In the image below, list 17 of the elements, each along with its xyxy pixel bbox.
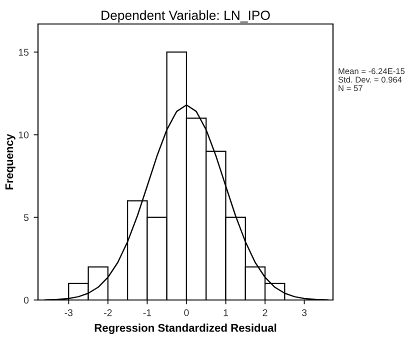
x-tick-label: -1: [143, 309, 152, 316]
x-axis-title: Regression Standardized Residual: [94, 324, 276, 334]
y-tick-label: 0: [24, 296, 29, 304]
y-tick-label: 10: [18, 131, 29, 138]
x-tick-label: -3: [64, 309, 73, 316]
x-tick-label: -2: [104, 309, 112, 316]
text: Mean = -6.24E-15: [338, 68, 405, 74]
x-tick-label: 2: [262, 309, 268, 316]
y-tick-label: 15: [18, 48, 29, 56]
x-tick-label: 3: [302, 309, 307, 316]
chart-title: Dependent Variable: LN_IPO: [102, 10, 270, 23]
text: N = 57: [338, 85, 362, 92]
y-axis-title: Frequency: [5, 134, 16, 190]
y-tick-label: 5: [24, 214, 29, 221]
text: Std. Dev. = 0.964: [338, 76, 402, 83]
x-tick-label: 0: [184, 309, 189, 316]
x-tick-label: 1: [224, 309, 228, 316]
